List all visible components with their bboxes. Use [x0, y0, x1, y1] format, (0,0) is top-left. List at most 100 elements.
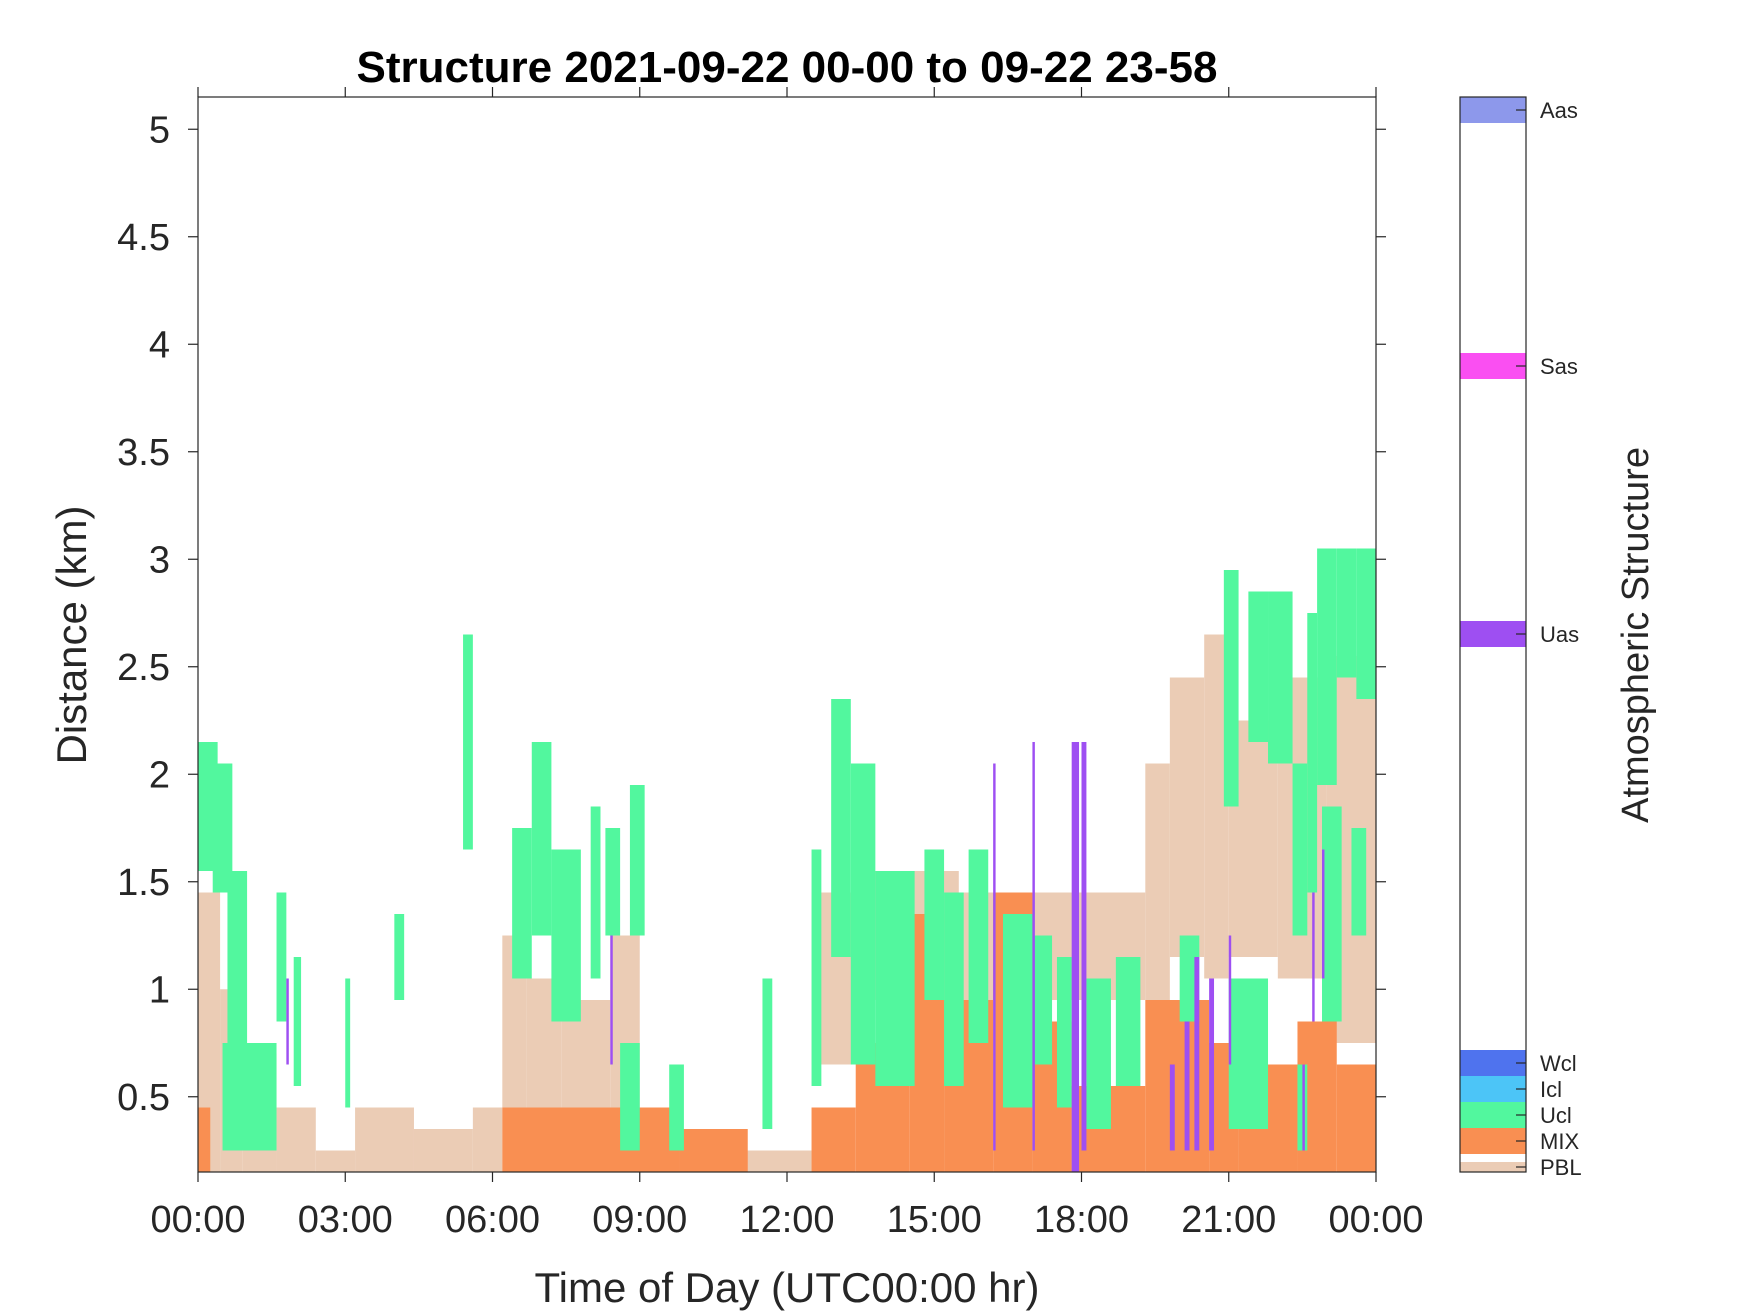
- y-tick-label: 3.5: [117, 432, 170, 474]
- cell-uas-5: [1081, 742, 1087, 1151]
- colorbar-frame: [1459, 96, 1527, 1173]
- colorbar-label-mix: MIX: [1540, 1129, 1579, 1154]
- chart-title: Structure 2021-09-22 00-00 to 09-22 23-5…: [357, 43, 1218, 92]
- x-tick-label: 15:00: [887, 1199, 982, 1241]
- cell-ucl-6: [345, 978, 351, 1108]
- cell-ucl-25: [1002, 914, 1033, 1108]
- colorbar-label-wcl: Wcl: [1540, 1051, 1577, 1076]
- cell-ucl-36: [1307, 613, 1318, 893]
- cell-ucl-38: [1336, 548, 1357, 678]
- y-tick-label: 2: [149, 754, 170, 796]
- x-tick-label: 00:00: [150, 1199, 245, 1241]
- cell-ucl-37: [1317, 548, 1337, 785]
- cell-ucl-17: [762, 978, 773, 1129]
- colorbar-label-ucl: Ucl: [1540, 1103, 1572, 1128]
- cell-ucl-19: [831, 699, 851, 957]
- cell-ucl-11: [551, 849, 581, 1022]
- cell-uas-6: [1169, 1064, 1175, 1151]
- cell-ucl-16: [669, 1064, 684, 1151]
- cell-ucl-20: [850, 763, 876, 1065]
- y-tick-label: 4: [149, 324, 170, 366]
- cell-ucl-23: [944, 892, 964, 1086]
- cell-ucl-18: [811, 849, 822, 1086]
- cell-ucl-28: [1086, 978, 1111, 1129]
- x-tick-label: 00:00: [1328, 1199, 1423, 1241]
- cell-ucl-15: [629, 785, 645, 936]
- cell-uas-2: [993, 763, 996, 1151]
- cell-ucl-4: [276, 892, 287, 1022]
- colorbar-label-icl: Icl: [1540, 1077, 1562, 1102]
- colorbar-label-aas: Aas: [1540, 98, 1578, 123]
- cell-ucl-21: [875, 871, 915, 1086]
- cell-ucl-33: [1248, 591, 1269, 742]
- x-tick-label: 09:00: [592, 1199, 687, 1241]
- cell-mix-1: [502, 1107, 680, 1172]
- cell-pbl-7: [472, 1107, 503, 1172]
- cell-uas-0: [286, 978, 289, 1065]
- colorbar-label-sas: Sas: [1540, 354, 1578, 379]
- cell-uas-10: [1228, 935, 1232, 1065]
- cell-ucl-39: [1356, 548, 1376, 699]
- colorbar-label-pbl: PBL: [1540, 1155, 1582, 1180]
- cell-mix-2: [679, 1129, 748, 1172]
- cell-pbl-4: [315, 1150, 356, 1172]
- x-tick-label: 18:00: [1034, 1199, 1129, 1241]
- cell-mix-10: [1145, 1000, 1210, 1172]
- cell-ucl-35: [1292, 763, 1308, 936]
- y-tick-label: 2.5: [117, 647, 170, 689]
- plot-area: 00:00 03:00 06:00 09:00 12:00 15:00 18:00 21:00…: [117, 87, 1424, 1241]
- cell-pbl-6: [413, 1129, 473, 1172]
- cell-ucl-5: [293, 957, 302, 1086]
- cell-uas-7: [1184, 1021, 1190, 1151]
- colorbar-swatch-pbl: [1460, 1162, 1526, 1172]
- y-tick-label: 3: [149, 539, 170, 581]
- cell-ucl-29: [1115, 957, 1141, 1086]
- cell-ucl-12: [590, 806, 601, 979]
- y-tick-label: 1: [149, 969, 170, 1011]
- colorbar-title: Atmospheric Structure: [1615, 447, 1657, 823]
- cell-uas-9: [1209, 978, 1215, 1151]
- colorbar-swatch-uas: [1460, 621, 1526, 647]
- cell-pbl-17: [1169, 677, 1205, 957]
- cell-uas-8: [1194, 957, 1200, 1151]
- colorbar-swatch-sas: [1460, 353, 1526, 379]
- x-tick-label: 12:00: [739, 1199, 834, 1241]
- y-axis: 0.5 1 1.5 2 2.5 3 3.5 4 4.5 5: [117, 109, 1386, 1119]
- cell-uas-11: [1302, 1064, 1305, 1151]
- cell-ucl-32: [1228, 978, 1269, 1129]
- colorbar-label-uas: Uas: [1540, 622, 1579, 647]
- colorbar-swatch-wcl: [1460, 1050, 1526, 1076]
- cell-ucl-3: [227, 871, 248, 1043]
- cell-ucl-9: [512, 828, 532, 979]
- cell-ucl-14: [620, 1043, 640, 1151]
- cell-ucl-8: [463, 634, 473, 850]
- cell-pbl-3: [276, 1107, 316, 1172]
- cell-pbl-16: [1145, 763, 1170, 1000]
- y-tick-label: 5: [149, 109, 170, 151]
- cell-uas-1: [610, 935, 613, 1065]
- cell-uas-3: [1032, 742, 1035, 1151]
- cell-ucl-41: [1351, 828, 1367, 936]
- x-tick-label: 21:00: [1181, 1199, 1276, 1241]
- cell-ucl-27: [1056, 957, 1072, 1108]
- cell-uas-4: [1071, 742, 1080, 1172]
- heatmap-cells: [198, 548, 1376, 1172]
- x-axis-label: Time of Day (UTC00:00 hr): [535, 1264, 1040, 1311]
- y-axis-label: Distance (km): [48, 505, 95, 764]
- cell-ucl-10: [531, 742, 552, 936]
- cell-ucl-1: [212, 763, 233, 893]
- x-tick-label: 03:00: [298, 1199, 393, 1241]
- cell-mix-0: [198, 1107, 211, 1172]
- y-tick-label: 1.5: [117, 862, 170, 904]
- colorbar-swatch-aas: [1460, 97, 1526, 123]
- x-tick-label: 06:00: [445, 1199, 540, 1241]
- cell-ucl-2: [222, 1043, 277, 1151]
- y-tick-label: 0.5: [117, 1077, 170, 1119]
- colorbar-swatch-icl: [1460, 1076, 1526, 1102]
- cell-ucl-13: [605, 828, 621, 936]
- cell-uas-13: [1322, 849, 1325, 979]
- cell-mix-14: [1336, 1064, 1376, 1172]
- colorbar-swatch-ucl: [1460, 1102, 1526, 1128]
